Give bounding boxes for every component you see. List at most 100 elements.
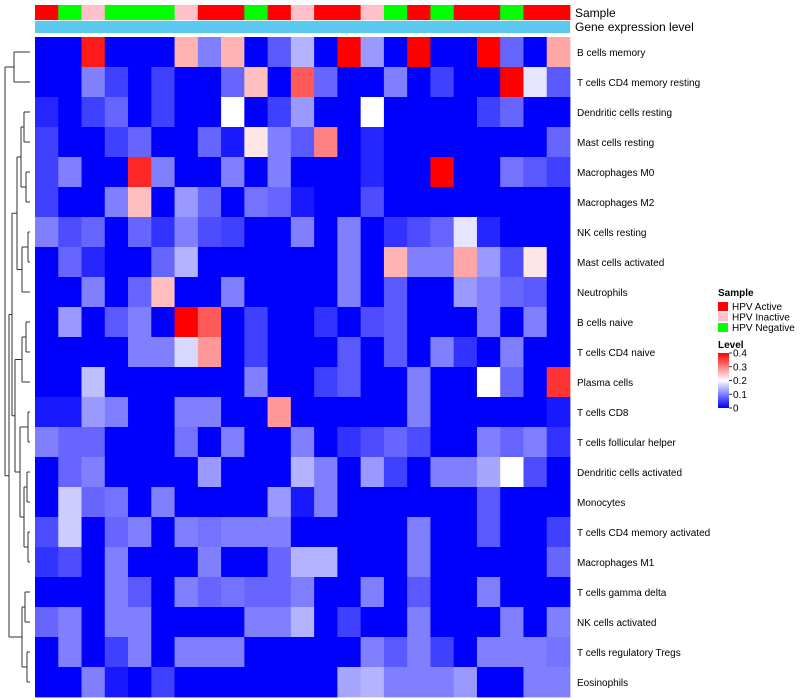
heatmap-cell: [453, 97, 478, 128]
heatmap-cell: [244, 187, 269, 218]
level-tick-label: 0.3: [733, 362, 747, 373]
heatmap-cell: [360, 457, 385, 488]
heatmap-cell: [500, 337, 524, 368]
heatmap-cell: [221, 637, 245, 668]
heatmap-cell: [430, 187, 455, 218]
heatmap-cell: [523, 217, 548, 248]
heatmap-cell: [35, 427, 59, 458]
heatmap-cell: [244, 37, 269, 68]
heatmap-cell: [453, 607, 478, 638]
heatmap-cell: [430, 547, 455, 578]
heatmap-cell: [174, 37, 199, 68]
heatmap-cell: [430, 67, 455, 98]
heatmap-cell: [267, 577, 292, 608]
heatmap-cell: [314, 577, 338, 608]
row-label: T cells CD4 memory activated: [577, 528, 710, 539]
heatmap-cell: [500, 67, 524, 98]
sample-annotation-cell: [174, 5, 199, 20]
heatmap-cell: [151, 337, 175, 368]
heatmap-cell: [314, 187, 338, 218]
heatmap-cell: [151, 547, 175, 578]
heatmap-cell: [546, 487, 571, 518]
row-label: Macrophages M2: [577, 198, 655, 209]
heatmap-cell: [383, 667, 408, 698]
heatmap-cell: [174, 427, 199, 458]
row-label: B cells naive: [577, 318, 634, 329]
heatmap-cell: [58, 157, 82, 188]
heatmap-cell: [58, 307, 82, 338]
heatmap-cell: [174, 367, 199, 398]
heatmap-cell: [314, 517, 338, 548]
heatmap-cell: [383, 547, 408, 578]
heatmap-cell: [500, 487, 524, 518]
level-tick-label: 0: [733, 404, 739, 415]
heatmap-cell: [314, 667, 338, 698]
heatmap-cell: [546, 247, 571, 278]
heatmap-cell: [337, 337, 362, 368]
heatmap-cell: [546, 367, 571, 398]
heatmap-cell: [267, 67, 292, 98]
heatmap-cell: [314, 157, 338, 188]
heatmap-cell: [407, 367, 431, 398]
heatmap-cell: [174, 397, 199, 428]
heatmap-cell: [35, 517, 59, 548]
heatmap-cell: [476, 397, 501, 428]
heatmap-cell: [383, 637, 408, 668]
heatmap-cell: [337, 97, 362, 128]
heatmap-cell: [314, 127, 338, 158]
heatmap-cell: [197, 667, 222, 698]
heatmap-cell: [453, 397, 478, 428]
heatmap-cell: [523, 367, 548, 398]
heatmap-cell: [476, 307, 501, 338]
heatmap-cell: [81, 397, 106, 428]
heatmap-cell: [221, 487, 245, 518]
row-dendrogram: [4, 51, 30, 683]
heatmap-cell: [337, 517, 362, 548]
heatmap-cell: [128, 607, 152, 638]
heatmap-cell: [360, 247, 385, 278]
sample-track-label: Sample: [575, 6, 616, 20]
row-label: Monocytes: [577, 498, 625, 509]
heatmap-cell: [58, 517, 82, 548]
sample-legend-swatch: [718, 323, 728, 332]
heatmap-cell: [81, 277, 106, 308]
heatmap-cell: [244, 397, 269, 428]
heatmap-cell: [500, 607, 524, 638]
heatmap-cell: [197, 427, 222, 458]
heatmap-cell: [500, 547, 524, 578]
heatmap-cell: [500, 157, 524, 188]
sample-annotation-cell: [453, 5, 478, 20]
heatmap-cell: [500, 667, 524, 698]
heatmap-cell: [81, 67, 106, 98]
sample-annotation-track: [35, 5, 571, 20]
heatmap-cell: [407, 37, 431, 68]
heatmap-cell: [81, 637, 106, 668]
heatmap-cell: [453, 277, 478, 308]
heatmap-cell: [453, 247, 478, 278]
heatmap-cell: [453, 517, 478, 548]
row-label: Macrophages M0: [577, 168, 655, 179]
heatmap-cell: [128, 307, 152, 338]
sample-annotation-cell: [35, 5, 59, 20]
heatmap-cell: [151, 217, 175, 248]
heatmap-cell: [290, 487, 315, 518]
heatmap-cell: [430, 577, 455, 608]
heatmap-cell: [337, 397, 362, 428]
heatmap-cell: [267, 187, 292, 218]
heatmap-cell: [546, 157, 571, 188]
heatmap-cell: [221, 667, 245, 698]
heatmap-cell: [500, 457, 524, 488]
heatmap-cell: [81, 247, 106, 278]
heatmap-cell: [197, 607, 222, 638]
heatmap-cell: [151, 637, 175, 668]
heatmap-cell: [35, 127, 59, 158]
heatmap-cell: [546, 547, 571, 578]
heatmap-cell: [35, 457, 59, 488]
heatmap-cell: [267, 457, 292, 488]
heatmap-cell: [104, 217, 129, 248]
heatmap-cell: [453, 37, 478, 68]
heatmap-cell: [290, 67, 315, 98]
heatmap-cell: [104, 247, 129, 278]
heatmap-cell: [430, 667, 455, 698]
